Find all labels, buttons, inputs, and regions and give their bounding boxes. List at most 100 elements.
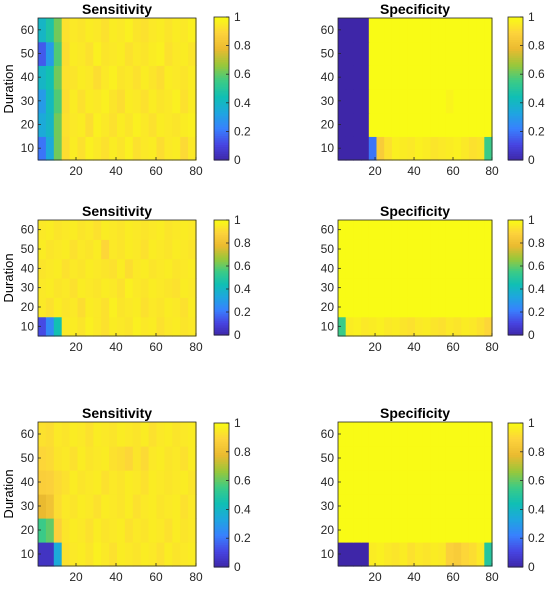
heatmap-cell [399,89,408,114]
heatmap-cell [476,316,485,337]
heatmap-cell [132,316,142,337]
colorbar-segment [214,259,229,262]
heatmap-cell [164,470,173,495]
y-tick-label: 10 [321,547,335,561]
y-tick-label: 50 [21,451,35,465]
colorbar-segment [508,104,523,107]
heatmap-cell [368,41,378,66]
colorbar-segment [214,542,229,546]
heatmap-cell [476,220,485,240]
heatmap-cell [140,89,150,114]
heatmap-cell [484,112,493,137]
heatmap-cell [376,518,385,543]
heatmap-cell [422,258,431,279]
heatmap-cell [338,422,347,447]
colorbar-segment [508,52,523,56]
heatmap-cell [368,494,378,519]
colorbar-segment [214,239,229,243]
heatmap-cell [407,518,416,543]
colorbar-segment [214,544,229,548]
heatmap-cell [361,518,370,543]
heatmap-cell [117,136,126,161]
colorbar-segment [508,304,523,307]
colorbar-segment [214,331,229,334]
colorbar-segment [214,90,229,94]
heatmap-cell [164,136,173,161]
colorbar-tick-label: 0.2 [528,124,545,138]
colorbar-segment [508,110,523,114]
heatmap-cell [484,470,493,495]
heatmap-cell [45,239,55,260]
heatmap-cell [415,297,424,318]
heatmap-cell [77,18,86,43]
colorbar-segment [214,81,229,85]
heatmap-cell [399,136,408,161]
heatmap-cell [430,518,439,543]
heatmap-cell [430,41,439,66]
heatmap-cell [69,41,79,66]
heatmap-cell [101,297,110,318]
heatmap-cell [484,494,493,519]
heatmap-cell [453,446,462,471]
colorbar-segment [508,286,523,289]
heatmap-cell [476,89,485,114]
heatmap-cell [69,422,79,447]
colorbar-segment [214,63,229,67]
heatmap-cell [376,446,385,471]
heatmap-cell [38,65,47,90]
heatmap-cell [415,542,424,567]
heatmap-cell [77,239,86,260]
heatmap-cell [407,422,416,447]
colorbar-segment [508,88,523,92]
heatmap-cell [148,136,158,161]
colorbar-segment [508,268,523,271]
heatmap-cell [438,470,447,495]
colorbar-segment [214,495,229,498]
heatmap-cell [109,446,118,471]
heatmap-cell [172,316,181,337]
colorbar-segment [508,259,523,262]
heatmap-cell [361,112,370,137]
heatmap-cell [132,112,142,137]
y-tick-label: 20 [321,523,335,537]
heatmap-cell [391,258,401,279]
colorbar-segment [508,75,523,78]
heatmap-cell [422,470,431,495]
heatmap-cell [69,89,79,114]
heatmap-cell [361,316,370,337]
colorbar-tick-label: 0.6 [234,259,251,273]
colorbar-tick-label: 0 [234,328,241,342]
heatmap-cell [361,258,370,279]
colorbar-segment [214,441,229,444]
heatmap-cell [476,258,485,279]
heatmap-cell [188,422,197,447]
heatmap-cell [132,446,142,471]
colorbar-segment [214,459,229,462]
colorbar-segment [214,461,229,465]
colorbar-segment [214,562,229,566]
heatmap-cell [384,41,393,66]
heatmap-cell [117,112,126,137]
colorbar-segment [508,320,523,324]
heatmap-cell [61,136,71,161]
colorbar-segment [214,273,229,277]
heatmap-cell [77,220,86,240]
panel-title: Specificity [380,1,450,17]
y-tick-label: 40 [21,475,35,489]
colorbar-segment [214,535,229,539]
heatmap-cell [361,239,370,260]
heatmap-cell [140,258,150,279]
heatmap-cell [368,297,378,318]
y-tick-label: 40 [21,261,35,275]
heatmap-cell [407,258,416,279]
colorbar-segment [214,255,229,259]
heatmap-cell [117,542,126,567]
heatmap-cell [140,542,150,567]
heatmap-cell [148,542,158,567]
colorbar-segment [508,63,523,67]
heatmap-cell [422,18,431,43]
colorbar-segment [508,263,523,266]
heatmap-cell [422,136,431,161]
colorbar-segment [508,122,523,125]
